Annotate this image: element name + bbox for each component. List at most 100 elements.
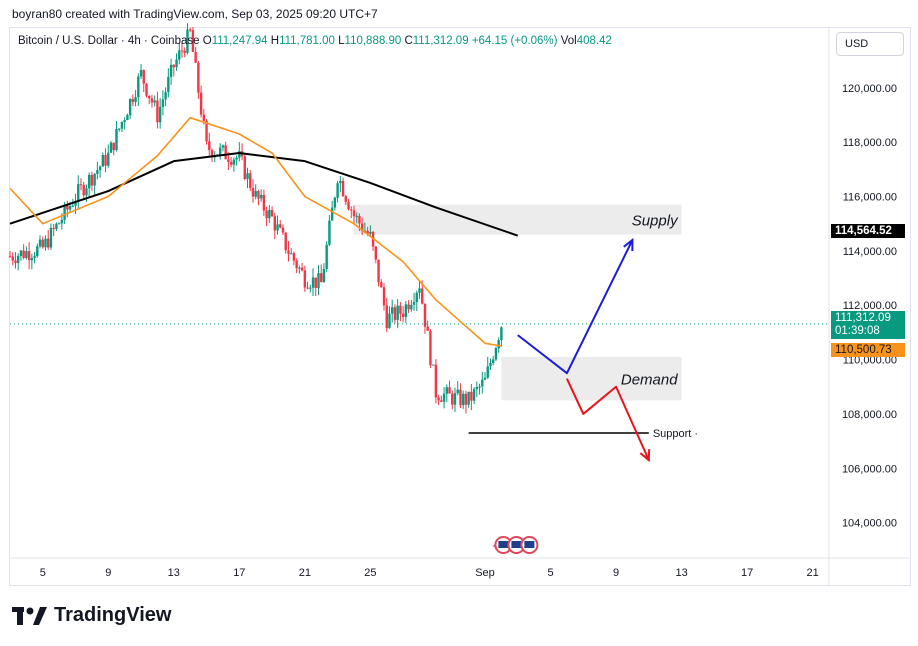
candle-body: [52, 227, 55, 229]
x-tick-label: 5: [547, 567, 553, 579]
candle-body: [459, 389, 462, 406]
candle-body: [66, 205, 69, 210]
candle-body: [268, 210, 271, 219]
candle-body: [311, 277, 315, 288]
candle-body: [399, 305, 402, 314]
zone-demand: [501, 356, 682, 401]
candle-body: [281, 227, 285, 233]
candle-body: [120, 121, 124, 129]
candle-body: [101, 154, 105, 167]
attribution-text: boyran80 created with TradingView.com, S…: [12, 7, 378, 21]
candle-body: [128, 99, 132, 116]
candle-body: [142, 70, 145, 84]
currency-button[interactable]: USD: [836, 32, 904, 56]
x-tick-label: 13: [168, 567, 180, 579]
candle-body: [153, 100, 156, 103]
candle-body: [98, 166, 102, 171]
candle-body: [96, 170, 99, 174]
last-price-tag: 111,312.09 01:39:08: [831, 311, 905, 339]
candle-body: [339, 180, 342, 184]
candle-body: [377, 259, 380, 283]
candle-body: [191, 30, 195, 52]
candle-body: [350, 209, 353, 211]
y-tick-label: 104,000.00: [842, 518, 897, 530]
us-flag-canton-icon: [498, 541, 509, 548]
candle-body: [112, 142, 115, 151]
candle-body: [500, 327, 503, 341]
candle-body: [388, 313, 391, 329]
candle-body: [49, 227, 53, 248]
candle-body: [104, 154, 107, 166]
candle-body: [131, 99, 135, 103]
zone-label-demand: Demand: [621, 372, 678, 389]
candle-body: [139, 70, 143, 77]
candle-body: [437, 397, 440, 401]
ema-value-tag: 110,500.73: [831, 343, 905, 357]
candle-body: [186, 29, 189, 53]
candle-body: [68, 206, 72, 210]
x-tick-label: 9: [105, 567, 111, 579]
candle-body: [156, 100, 159, 123]
y-tick-label: 110,000.00: [843, 355, 897, 367]
y-tick-label: 112,000.00: [843, 300, 897, 312]
candle-body: [107, 152, 110, 166]
candle-body: [16, 255, 20, 263]
candles-group: [8, 23, 503, 414]
candle-body: [314, 277, 317, 289]
candle-body: [330, 207, 334, 221]
candle-body: [55, 223, 58, 229]
y-tick-label: 114,000.00: [843, 246, 897, 258]
slow-moving-average-line: [9, 152, 519, 237]
candle-body: [418, 288, 421, 293]
candle-body: [292, 253, 296, 261]
candle-body: [164, 92, 167, 100]
supply-level-tag: 114,564.52: [831, 224, 905, 238]
candle-body: [167, 76, 170, 93]
candle-body: [464, 393, 468, 405]
candle-body: [309, 287, 312, 289]
candle-body: [396, 305, 399, 320]
tradingview-logo[interactable]: TradingView: [12, 604, 171, 627]
candle-body: [410, 304, 413, 310]
candle-body: [461, 393, 465, 406]
candle-body: [426, 326, 429, 331]
high-value: 111,781.00: [279, 35, 335, 47]
candle-body: [412, 301, 416, 305]
candle-body: [481, 379, 484, 387]
candle-body: [87, 175, 91, 189]
candle-body: [279, 224, 282, 228]
candle-body: [478, 386, 481, 388]
candle-body: [483, 377, 487, 380]
support-label: Support ·: [653, 428, 698, 440]
candle-body: [150, 98, 154, 103]
candle-body: [289, 253, 293, 255]
open-label: O: [202, 35, 212, 47]
candle-body: [328, 220, 331, 245]
candle-body: [221, 145, 225, 148]
candle-body: [183, 50, 186, 53]
candle-body: [126, 115, 129, 121]
candle-body: [442, 393, 446, 402]
candle-body: [306, 287, 309, 289]
open-value: 111,247.94: [211, 35, 268, 47]
bullish-arrowhead: [623, 237, 634, 252]
candle-body: [486, 366, 489, 378]
candle-body: [161, 99, 165, 107]
candle-body: [467, 391, 470, 405]
us-flag-canton-icon: [524, 541, 535, 548]
candle-body: [366, 230, 369, 234]
candle-body: [336, 183, 339, 198]
low-value: 110,888.90: [344, 35, 402, 47]
volume-value: 408.42: [576, 35, 612, 47]
candle-body: [219, 147, 222, 155]
candle-body: [470, 391, 473, 401]
x-tick-label: 21: [299, 567, 311, 579]
symbol-label[interactable]: Bitcoin / U.S. Dollar · 4h · Coinbase: [18, 35, 200, 47]
candle-body: [158, 106, 162, 123]
candle-body: [79, 184, 83, 186]
candle-body: [265, 210, 268, 219]
candle-body: [456, 389, 459, 394]
candle-body: [254, 190, 257, 197]
candle-body: [492, 359, 495, 363]
